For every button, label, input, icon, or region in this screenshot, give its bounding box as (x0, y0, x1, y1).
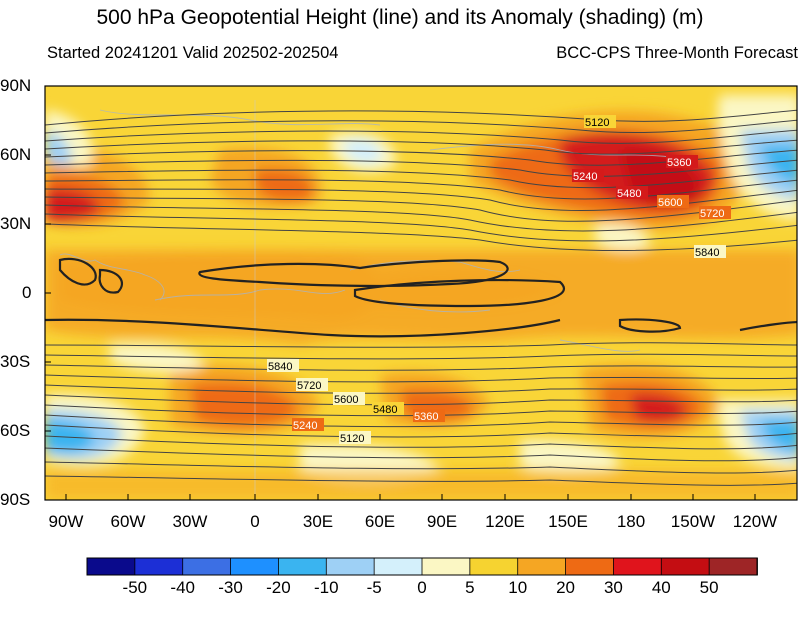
colorbar-label: 0 (417, 578, 427, 597)
lon-label: 30W (172, 512, 208, 531)
lon-label: 30E (302, 512, 334, 531)
lon-label: 60E (364, 512, 396, 531)
lat-label-60n: 60N (0, 145, 32, 164)
colorbar-swatch (421, 557, 471, 576)
lon-label: 120W (732, 512, 778, 531)
anomaly-shading (45, 86, 797, 500)
south-contour-labels: 5840 5720 5600 5480 5360 5240 5120 (267, 359, 445, 445)
colorbar-label: -50 (122, 578, 148, 597)
contour-label: 5360 (667, 157, 691, 169)
contour-label: 5600 (334, 394, 358, 406)
contour-label: 5240 (573, 171, 597, 183)
north-contour-labels: 5120 5360 5240 5480 5600 5720 5840 (572, 115, 731, 259)
colorbar-swatch (278, 557, 328, 576)
colorbar-swatch (469, 557, 519, 576)
colorbar-label: -40 (170, 578, 195, 597)
forecast-dates: Started 20241201 Valid 202502-202504 (47, 44, 339, 62)
contour-label: 5120 (585, 117, 609, 129)
colorbar-swatch (613, 557, 663, 576)
colorbar-swatch (230, 557, 280, 576)
lon-label: 120E (485, 512, 525, 531)
contour-label: 5480 (617, 188, 641, 200)
colorbar-swatch (517, 557, 567, 576)
lat-label-eq: 0 (22, 283, 32, 302)
coastlines (59, 100, 691, 500)
contour-label: 5240 (293, 420, 317, 432)
lon-label: 60W (110, 512, 146, 531)
lon-label: 180 (616, 512, 646, 531)
lat-label-30n: 30N (0, 214, 32, 233)
colorbar-label: 30 (603, 578, 623, 597)
contour-label: 5840 (695, 247, 719, 259)
colorbar-swatch (182, 557, 232, 576)
colorbar-label: 40 (651, 578, 671, 597)
colorbar-label: 5 (465, 578, 475, 597)
colorbar-swatch (373, 557, 423, 576)
contour-label: 5360 (414, 411, 438, 423)
contour-label: 5720 (297, 380, 321, 392)
contour-label: 5840 (268, 361, 292, 373)
colorbar-label: 20 (556, 578, 576, 597)
lat-label-30s: 30S (0, 352, 31, 371)
colorbar-label: 50 (699, 578, 719, 597)
colorbar-swatch (708, 557, 758, 576)
colorbar-label: 10 (508, 578, 528, 597)
tropical-contours (45, 257, 797, 338)
lat-ticks (45, 85, 51, 501)
colorbar-label: -30 (218, 578, 243, 597)
contour-label: 5120 (340, 433, 364, 445)
forecast-source: BCC-CPS Three-Month Forecast (556, 44, 798, 62)
colorbar-swatch (565, 557, 615, 576)
lon-label: 90E (426, 512, 458, 531)
contour-label: 5480 (373, 404, 397, 416)
colorbar-label: -20 (266, 578, 291, 597)
colorbar (86, 557, 758, 576)
colorbar-swatch (660, 557, 711, 576)
lon-label: 90W (48, 512, 84, 531)
lon-label: 0 (250, 512, 260, 531)
contour-label: 5720 (700, 208, 724, 220)
colorbar-swatch (86, 557, 136, 576)
lon-label: 150W (670, 512, 716, 531)
lon-label: 150E (548, 512, 588, 531)
colorbar-swatch (134, 557, 184, 576)
colorbar-swatch (325, 557, 376, 576)
colorbar-label: -10 (313, 578, 339, 597)
lat-label-90s: 90S (0, 490, 31, 509)
lon-ticks (65, 494, 756, 500)
colorbar-label: -5 (366, 578, 382, 597)
contour-label: 5600 (658, 197, 682, 209)
figure-title: 500 hPa Geopotential Height (line) and i… (96, 6, 704, 29)
lat-label-90n: 90N (0, 76, 32, 95)
lat-label-60s: 60S (0, 421, 31, 440)
